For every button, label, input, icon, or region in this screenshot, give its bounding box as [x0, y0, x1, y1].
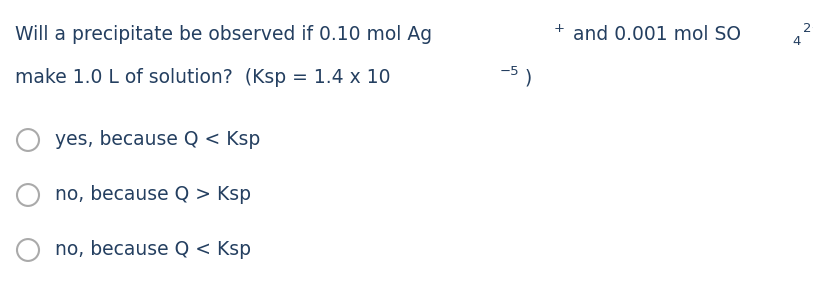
Text: make 1.0 L of solution?  (Ksp = 1.4 x 10: make 1.0 L of solution? (Ksp = 1.4 x 10	[15, 68, 390, 87]
Text: and 0.001 mol SO: and 0.001 mol SO	[567, 25, 741, 44]
Text: 2−: 2−	[802, 22, 813, 35]
Text: no, because Q > Ksp: no, because Q > Ksp	[55, 185, 251, 204]
Text: +: +	[553, 22, 564, 35]
Text: Will a precipitate be observed if 0.10 mol Ag: Will a precipitate be observed if 0.10 m…	[15, 25, 433, 44]
Text: yes, because Q < Ksp: yes, because Q < Ksp	[55, 130, 260, 149]
Text: no, because Q < Ksp: no, because Q < Ksp	[55, 240, 251, 259]
Text: −5: −5	[499, 65, 520, 78]
Text: ): )	[525, 68, 532, 87]
Text: 4: 4	[792, 35, 800, 48]
